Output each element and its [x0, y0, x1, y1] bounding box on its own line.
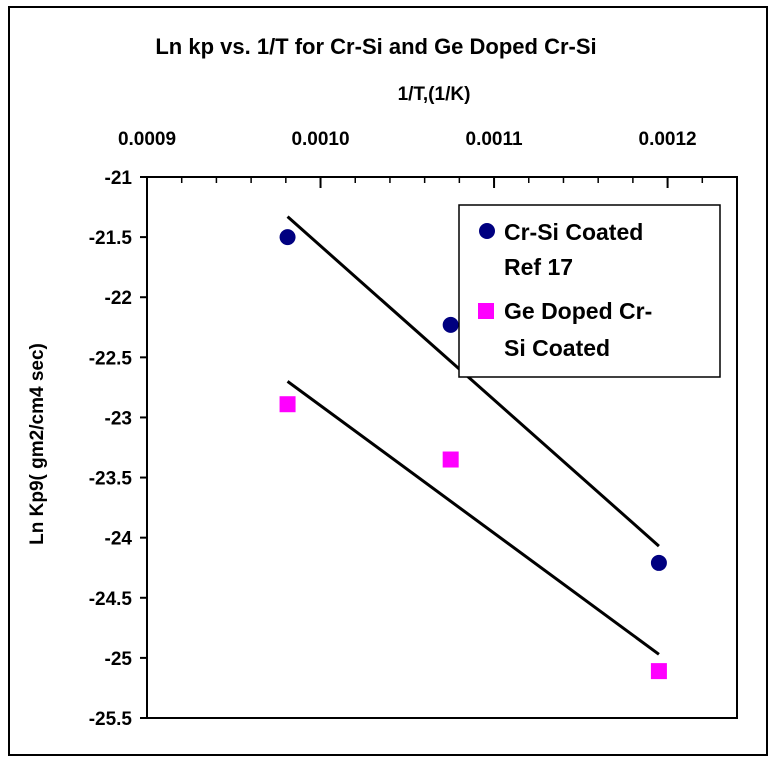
data-point-ge	[279, 396, 296, 413]
legend-box	[458, 204, 721, 378]
y-tick-label: -23.5	[89, 469, 133, 490]
data-point-crsi	[442, 316, 459, 333]
legend-label-ge-line2: Si Coated	[504, 335, 610, 361]
legend-marker-crsi	[479, 223, 495, 239]
plot-area	[146, 176, 738, 719]
trendlines	[286, 215, 660, 656]
x-tick-label: 0.0011	[466, 129, 523, 150]
y-tick-label: -25	[105, 649, 133, 670]
data-point-crsi	[279, 229, 296, 246]
data-point-ge	[442, 451, 459, 468]
data-point-ge	[650, 663, 667, 680]
y-tick-label: -21	[105, 168, 133, 189]
y-tick-label: -23	[105, 408, 132, 429]
y-axis-label: Ln Kp9( gm2/cm4 sec)	[27, 343, 48, 545]
chart-title: Ln kp vs. 1/T for Cr-Si and Ge Doped Cr-…	[155, 34, 596, 59]
data-points	[279, 229, 667, 680]
legend-label-crsi-line2: Ref 17	[504, 254, 573, 280]
trendline-series-0	[286, 215, 660, 548]
legend-label-ge-line1: Ge Doped Cr-	[504, 298, 652, 324]
x-tick-label: 0.0012	[639, 129, 697, 150]
legend-marker-ge	[478, 303, 494, 319]
chart-frame	[8, 6, 768, 756]
y-tick-label: -22.5	[89, 348, 133, 369]
y-axis-ticks: -21 -21.5 -22 -22.5 -23 -23.5 -24 -24.5 -25 -25.5	[89, 168, 147, 730]
y-tick-label: -24.5	[89, 589, 133, 610]
x-tick-label: 0.0010	[291, 129, 349, 150]
y-tick-label: -22	[105, 288, 132, 309]
y-tick-label: -21.5	[89, 228, 133, 249]
x-axis-ticks: 0.0009 0.0010 0.0011 0.0012	[118, 129, 738, 188]
y-tick-label: -25.5	[89, 709, 133, 730]
data-point-crsi	[650, 554, 667, 571]
x-tick-label: 0.0009	[118, 129, 176, 150]
y-tick-label: -24	[105, 529, 133, 550]
x-axis-label: 1/T,(1/K)	[398, 84, 471, 105]
legend: Cr-Si Coated Ref 17 Ge Doped Cr- Si Coat…	[458, 204, 721, 378]
legend-label-crsi-line1: Cr-Si Coated	[504, 219, 643, 245]
trendline-series-1	[286, 380, 660, 656]
